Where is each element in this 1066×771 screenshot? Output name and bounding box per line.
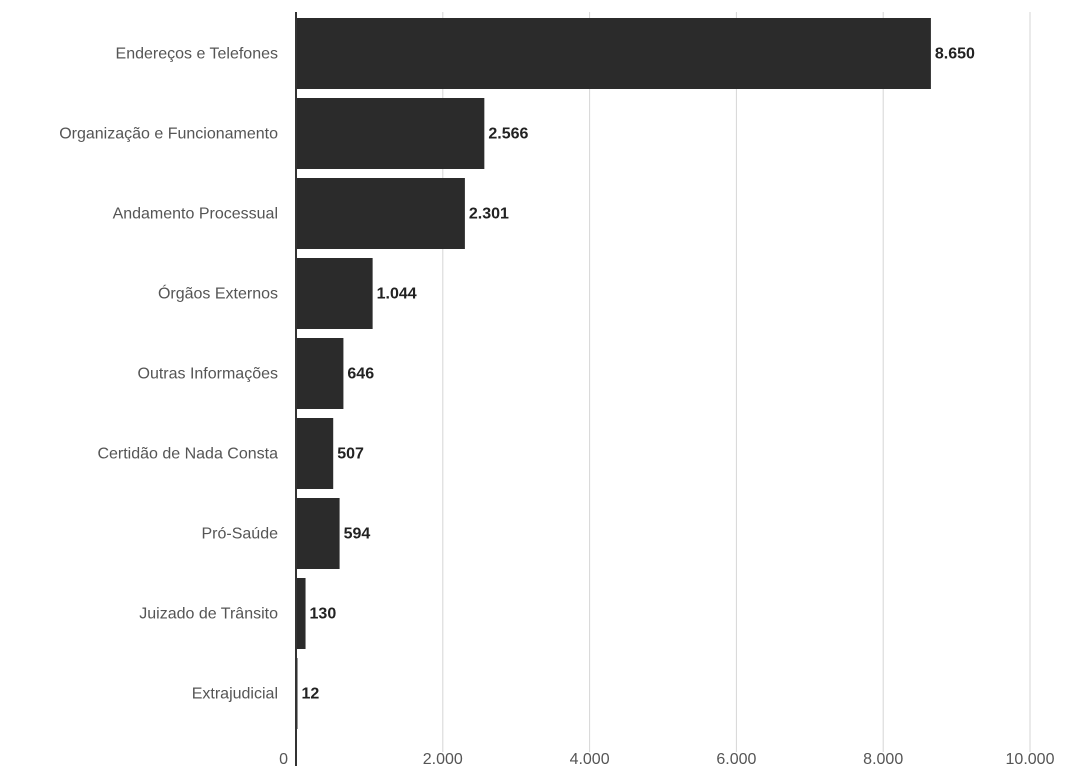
x-tick-label: 6.000 [716, 751, 756, 766]
data-label: 646 [347, 366, 374, 383]
bar[interactable] [296, 498, 340, 569]
grid-layer [442, 12, 1031, 752]
x-tick-label: 2.000 [423, 751, 463, 766]
x-tick-label: 0 [279, 751, 288, 766]
category-label: Pró-Saúde [202, 526, 279, 543]
bar[interactable] [296, 178, 465, 249]
category-label: Outras Informações [138, 366, 279, 383]
category-label: Organização e Funcionamento [59, 126, 278, 143]
category-label: Órgãos Externos [158, 284, 278, 303]
data-label: 8.650 [935, 46, 975, 63]
category-label: Juizado de Trânsito [139, 606, 278, 623]
bar[interactable] [296, 338, 344, 409]
bar[interactable] [296, 258, 373, 329]
x-tick-label: 10.000 [1006, 751, 1055, 766]
x-tick-label: 4.000 [570, 751, 610, 766]
data-label: 1.044 [377, 286, 417, 303]
label-layer: 0 2.000 4.000 6.000 8.000 10.000 Endereços e T… [59, 46, 1055, 769]
category-label: Extrajudicial [192, 686, 278, 703]
bar[interactable] [296, 18, 931, 89]
bar[interactable] [296, 418, 334, 489]
data-label: 594 [344, 526, 371, 543]
category-label: Endereços e Telefones [116, 46, 278, 63]
data-label: 507 [337, 446, 364, 463]
bar-layer [296, 18, 931, 729]
bar[interactable] [296, 578, 306, 649]
category-label: Certidão de Nada Consta [97, 446, 278, 463]
bar[interactable] [296, 98, 485, 169]
category-label: Andamento Processual [113, 206, 278, 223]
data-label: 2.566 [488, 126, 528, 143]
x-tick-label: 8.000 [863, 751, 903, 766]
data-label: 2.301 [469, 206, 509, 223]
data-label: 12 [302, 686, 320, 703]
data-label: 130 [310, 606, 337, 623]
